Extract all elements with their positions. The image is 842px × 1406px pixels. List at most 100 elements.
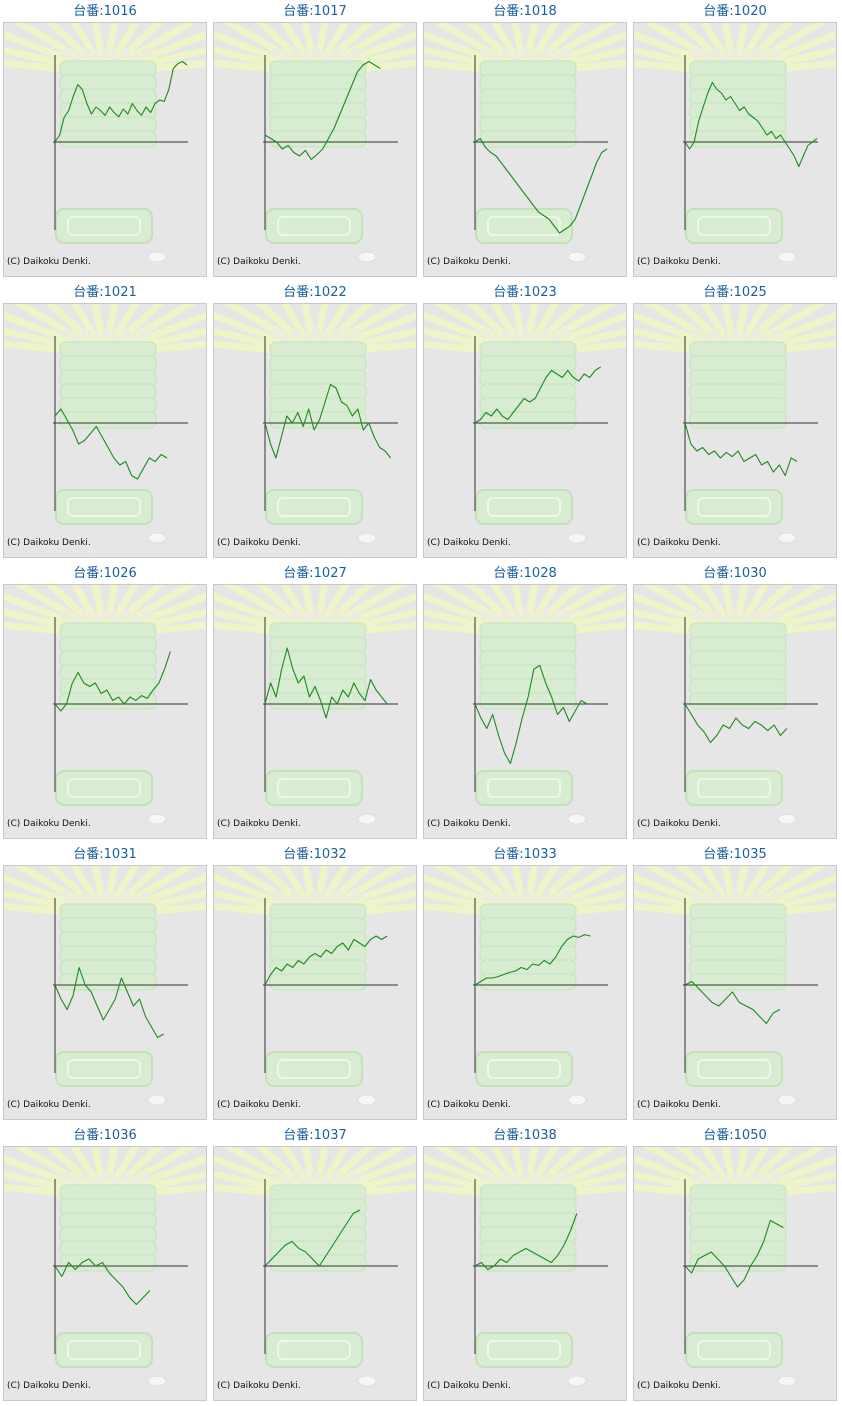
ball-shape	[271, 48, 281, 58]
ball-shape	[61, 329, 71, 339]
coin-shape	[777, 532, 797, 544]
copyright-text: (C) Daikoku Denki.	[637, 538, 721, 548]
tray-inner	[277, 497, 351, 517]
ball-shape	[771, 610, 781, 620]
slump-line	[264, 1209, 361, 1267]
tray-inner	[697, 216, 771, 236]
ball-shape	[331, 891, 341, 901]
coin-shape	[357, 1375, 377, 1387]
machine-tier	[479, 130, 577, 148]
machine-number-link[interactable]: 台番:1026	[73, 566, 137, 581]
ball-shape	[521, 1172, 531, 1182]
copyright-text: (C) Daikoku Denki.	[7, 1100, 91, 1110]
machine-number-link[interactable]: 台番:1035	[703, 847, 767, 862]
background-artwork	[634, 1147, 836, 1387]
ball-shape	[81, 48, 91, 58]
ball-shape	[691, 329, 701, 339]
graph-svg	[214, 866, 416, 1106]
machine-number-link[interactable]: 台番:1021	[73, 285, 137, 300]
ball-shape	[271, 1172, 281, 1182]
ball-shape	[141, 48, 151, 58]
ball-shape	[121, 891, 131, 901]
slump-graph: (C) Daikoku Denki.	[423, 865, 627, 1120]
machine-tier	[689, 411, 787, 429]
background-artwork	[634, 866, 836, 1106]
machine-number-link[interactable]: 台番:1016	[73, 4, 137, 19]
coin-shape	[147, 1094, 167, 1106]
machine-number-link[interactable]: 台番:1037	[283, 1128, 347, 1143]
coin-shape	[147, 251, 167, 263]
ball-shape	[481, 329, 491, 339]
background-artwork	[214, 1147, 416, 1387]
machine-number-link[interactable]: 台番:1032	[283, 847, 347, 862]
machine-number-link[interactable]: 台番:1023	[493, 285, 557, 300]
machine-number-link[interactable]: 台番:1018	[493, 4, 557, 19]
background-artwork	[634, 23, 836, 263]
tray-inner	[67, 216, 141, 236]
coin-shape	[777, 251, 797, 263]
machine-cell: 台番:1035 (C) Daikoku Denki.	[630, 843, 840, 1125]
ball-shape	[751, 329, 761, 339]
ball-shape	[101, 610, 111, 620]
background-artwork	[424, 23, 626, 263]
ball-shape	[541, 48, 551, 58]
tray-inner	[487, 1059, 561, 1079]
ball-shape	[501, 891, 511, 901]
tray-inner	[697, 1340, 771, 1360]
coin-shape	[777, 813, 797, 825]
tray-inner	[487, 778, 561, 798]
machine-tier	[59, 973, 157, 991]
machine-tier	[59, 411, 157, 429]
ball-shape	[351, 891, 361, 901]
machine-tier	[479, 973, 577, 991]
ball-shape	[481, 891, 491, 901]
graph-svg	[4, 866, 206, 1106]
background-artwork	[214, 23, 416, 263]
ball-shape	[521, 48, 531, 58]
machine-cell: 台番:1023 (C) Daikoku Denki.	[420, 281, 630, 563]
machine-number-link[interactable]: 台番:1017	[283, 4, 347, 19]
ball-shape	[141, 1172, 151, 1182]
machine-cell: 台番:1020 (C) Daikoku Denki.	[630, 0, 840, 282]
ball-shape	[521, 329, 531, 339]
ball-shape	[101, 48, 111, 58]
machine-number-link[interactable]: 台番:1028	[493, 566, 557, 581]
graph-svg	[634, 23, 836, 263]
machine-tier	[59, 130, 157, 148]
ball-shape	[141, 610, 151, 620]
machine-number-link[interactable]: 台番:1025	[703, 285, 767, 300]
ball-shape	[771, 48, 781, 58]
tray-shape	[685, 489, 783, 525]
copyright-text: (C) Daikoku Denki.	[427, 1100, 511, 1110]
slump-line	[54, 966, 164, 1039]
machine-number-link[interactable]: 台番:1027	[283, 566, 347, 581]
machine-number-link[interactable]: 台番:1031	[73, 847, 137, 862]
tray-shape	[475, 1332, 573, 1368]
slump-graph: (C) Daikoku Denki.	[633, 1146, 837, 1401]
ball-shape	[561, 48, 571, 58]
tray-shape	[265, 1051, 363, 1087]
tray-inner	[67, 1340, 141, 1360]
machine-number-link[interactable]: 台番:1036	[73, 1128, 137, 1143]
ball-shape	[121, 329, 131, 339]
slump-graph: (C) Daikoku Denki.	[213, 1146, 417, 1401]
machine-number-link[interactable]: 台番:1020	[703, 4, 767, 19]
machine-number-link[interactable]: 台番:1050	[703, 1128, 767, 1143]
machine-number-link[interactable]: 台番:1022	[283, 285, 347, 300]
graph-svg	[634, 866, 836, 1106]
ball-shape	[541, 610, 551, 620]
ball-shape	[311, 610, 321, 620]
machine-number-link[interactable]: 台番:1030	[703, 566, 767, 581]
graph-svg	[424, 585, 626, 825]
machine-tier	[689, 130, 787, 148]
ball-shape	[81, 610, 91, 620]
coin-shape	[357, 251, 377, 263]
tray-shape	[55, 1332, 153, 1368]
slump-line	[474, 366, 601, 424]
copyright-text: (C) Daikoku Denki.	[217, 538, 301, 548]
ball-shape	[101, 891, 111, 901]
machine-number-link[interactable]: 台番:1038	[493, 1128, 557, 1143]
copyright-text: (C) Daikoku Denki.	[427, 257, 511, 267]
machine-number-link[interactable]: 台番:1033	[493, 847, 557, 862]
slump-graph: (C) Daikoku Denki.	[213, 22, 417, 277]
